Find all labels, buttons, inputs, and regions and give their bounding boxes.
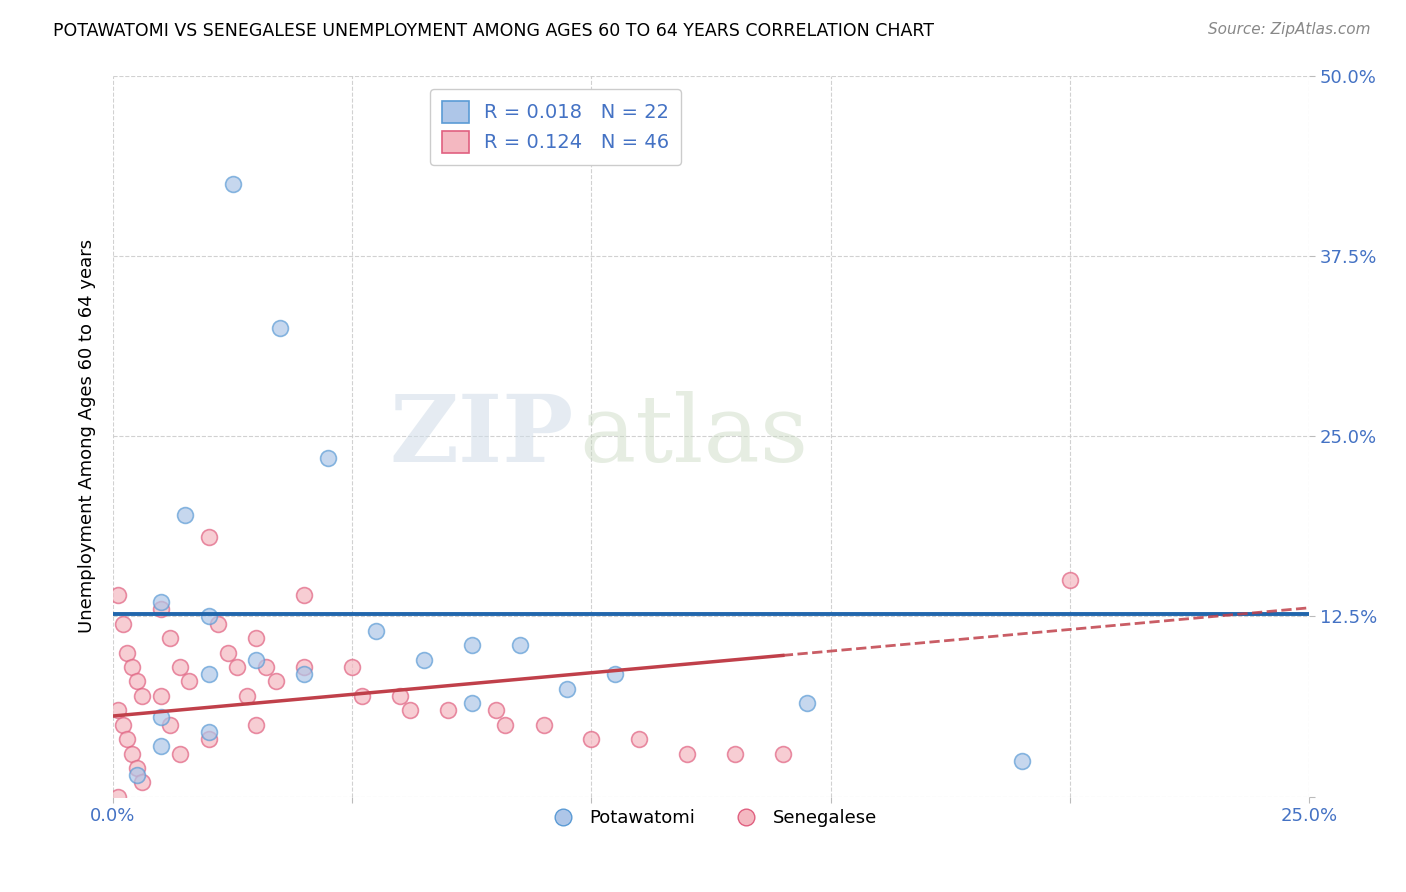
Point xyxy=(292,667,315,681)
Point xyxy=(117,732,139,747)
Point xyxy=(1059,574,1081,588)
Text: atlas: atlas xyxy=(579,392,808,481)
Point xyxy=(149,689,172,703)
Point xyxy=(111,717,134,731)
Point xyxy=(197,667,219,681)
Point xyxy=(605,667,627,681)
Point xyxy=(149,602,172,616)
Point xyxy=(269,321,291,335)
Point xyxy=(217,646,239,660)
Point xyxy=(149,595,172,609)
Point xyxy=(197,530,219,544)
Point xyxy=(117,646,139,660)
Point xyxy=(226,660,249,674)
Point xyxy=(796,696,818,710)
Point xyxy=(316,450,339,465)
Point xyxy=(676,747,699,761)
Point xyxy=(179,674,201,689)
Point xyxy=(509,638,531,652)
Point xyxy=(461,696,484,710)
Y-axis label: Unemployment Among Ages 60 to 64 years: Unemployment Among Ages 60 to 64 years xyxy=(79,239,96,633)
Point xyxy=(264,674,287,689)
Point xyxy=(197,609,219,624)
Point xyxy=(111,616,134,631)
Point xyxy=(245,631,267,645)
Point xyxy=(131,775,153,789)
Point xyxy=(169,660,191,674)
Point xyxy=(121,747,143,761)
Point xyxy=(197,724,219,739)
Point xyxy=(207,616,229,631)
Legend: Potawatomi, Senegalese: Potawatomi, Senegalese xyxy=(537,802,884,835)
Point xyxy=(724,747,747,761)
Point xyxy=(533,717,555,731)
Point xyxy=(169,747,191,761)
Point xyxy=(461,638,484,652)
Point xyxy=(159,631,181,645)
Point xyxy=(772,747,794,761)
Text: ZIP: ZIP xyxy=(389,392,574,481)
Point xyxy=(292,660,315,674)
Point xyxy=(236,689,259,703)
Point xyxy=(125,768,148,782)
Point xyxy=(340,660,363,674)
Point xyxy=(398,703,420,717)
Point xyxy=(437,703,460,717)
Point xyxy=(245,717,267,731)
Point xyxy=(494,717,516,731)
Point xyxy=(581,732,603,747)
Point xyxy=(107,789,129,804)
Point xyxy=(485,703,508,717)
Text: Source: ZipAtlas.com: Source: ZipAtlas.com xyxy=(1208,22,1371,37)
Point xyxy=(389,689,412,703)
Point xyxy=(1011,754,1033,768)
Point xyxy=(107,588,129,602)
Point xyxy=(254,660,277,674)
Text: POTAWATOMI VS SENEGALESE UNEMPLOYMENT AMONG AGES 60 TO 64 YEARS CORRELATION CHAR: POTAWATOMI VS SENEGALESE UNEMPLOYMENT AM… xyxy=(53,22,935,40)
Point xyxy=(245,653,267,667)
Point xyxy=(628,732,651,747)
Point xyxy=(125,674,148,689)
Point xyxy=(107,703,129,717)
Point xyxy=(364,624,387,638)
Point xyxy=(413,653,436,667)
Point xyxy=(131,689,153,703)
Point xyxy=(149,710,172,724)
Point xyxy=(221,177,243,191)
Point xyxy=(149,739,172,754)
Point xyxy=(121,660,143,674)
Point xyxy=(557,681,579,696)
Point xyxy=(292,588,315,602)
Point xyxy=(350,689,373,703)
Point xyxy=(125,761,148,775)
Point xyxy=(173,508,195,523)
Point xyxy=(197,732,219,747)
Point xyxy=(159,717,181,731)
